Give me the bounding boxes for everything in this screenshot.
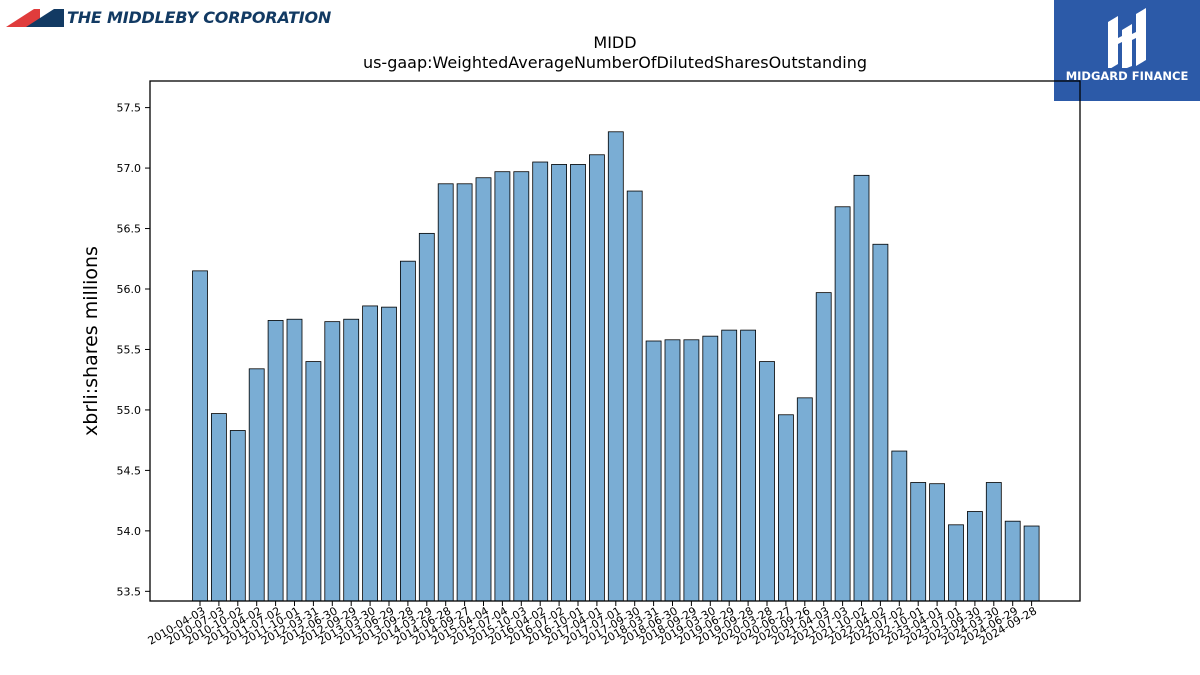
bar-2016-07-02 <box>551 164 567 602</box>
bar-2015-07-04 <box>494 171 511 602</box>
bar-2012-03-31 <box>305 361 322 602</box>
y-axis-label: xbrli:shares millions <box>80 246 102 436</box>
company-logo-mark <box>6 9 64 27</box>
bar-2015-04-04 <box>475 177 492 602</box>
bar-2014-09-27 <box>456 183 473 602</box>
bar-2017-04-01 <box>589 154 605 602</box>
y-tick-label: 57.0 <box>117 162 142 175</box>
bar-2023-07-01 <box>948 524 964 602</box>
bar-2013-06-29 <box>381 306 397 602</box>
y-axis-ticks: 53.5 54.0 54.5 55.0 55.5 56.0 56.5 57.0 57.5 <box>117 102 150 598</box>
bar-2018-06-30 <box>664 339 681 602</box>
bar-2013-09-28 <box>399 260 416 602</box>
y-tick-label: 57.5 <box>117 102 142 115</box>
bar-2014-03-29 <box>418 232 435 602</box>
bar-2016-10-01 <box>570 164 586 602</box>
y-tick-label: 53.5 <box>117 585 142 598</box>
chart-subtitle: us-gaap:WeightedAverageNumberOfDilutedSh… <box>363 53 867 72</box>
bar-2022-10-01 <box>910 482 927 602</box>
bar-2011-10-01 <box>286 318 303 602</box>
y-tick-label: 54.5 <box>117 464 142 477</box>
y-tick-label: 55.0 <box>117 404 142 417</box>
bars-group <box>192 131 1040 602</box>
bar-2015-10-03 <box>513 171 530 602</box>
company-name: THE MIDDLEBY CORPORATION <box>67 7 332 27</box>
bar-2020-09-26 <box>796 397 813 602</box>
x-axis-ticks: 2010-04-032010-07-032010-10-022011-04-02… <box>146 601 1039 648</box>
bar-2017-09-30 <box>626 190 643 602</box>
bar-2018-03-31 <box>645 340 662 602</box>
bar-2017-07-01 <box>607 131 624 602</box>
bar-2019-09-28 <box>740 329 756 602</box>
chart-title: MIDD <box>593 33 636 52</box>
bar-2021-04-03 <box>815 292 832 602</box>
brand-logo-box: MIDGARD FINANCE <box>1054 0 1200 101</box>
y-tick-label: 54.0 <box>117 525 142 538</box>
bar-2021-10-02 <box>853 174 870 602</box>
bar-2020-06-27 <box>778 414 794 602</box>
bar-2011-07-02 <box>267 320 284 602</box>
bar-2012-06-30 <box>324 321 341 602</box>
bar-2024-06-29 <box>1004 520 1021 602</box>
bar-2019-06-29 <box>721 329 738 602</box>
y-tick-label: 55.5 <box>117 343 142 356</box>
bar-2010-04-03 <box>192 270 208 602</box>
bar-2020-03-28 <box>759 361 775 602</box>
bar-2019-03-30 <box>702 335 719 602</box>
plot-frame <box>149 80 1081 602</box>
brand-logo-icon <box>1108 8 1146 68</box>
bar-2016-04-02 <box>532 161 549 602</box>
bar-2023-09-30 <box>967 511 983 602</box>
bar-2018-09-29 <box>683 339 700 602</box>
bar-2022-07-02 <box>891 450 908 602</box>
bar-2022-04-02 <box>872 243 889 602</box>
bar-2010-10-02 <box>229 430 246 602</box>
bar-2024-09-28 <box>1023 525 1040 602</box>
company-logo: THE MIDDLEBY CORPORATION <box>6 6 331 28</box>
brand-name: MIDGARD FINANCE <box>1065 69 1189 83</box>
bar-2012-09-29 <box>343 318 360 602</box>
bar-2023-04-01 <box>929 483 945 602</box>
bar-2010-07-03 <box>210 413 227 602</box>
y-tick-label: 56.5 <box>117 223 142 236</box>
y-tick-label: 56.0 <box>117 283 142 296</box>
bar-2014-06-28 <box>437 183 454 602</box>
bar-2021-07-03 <box>834 206 851 602</box>
bar-2013-03-30 <box>362 305 379 602</box>
bar-2024-03-30 <box>985 482 1002 602</box>
bar-2011-04-02 <box>248 368 265 602</box>
